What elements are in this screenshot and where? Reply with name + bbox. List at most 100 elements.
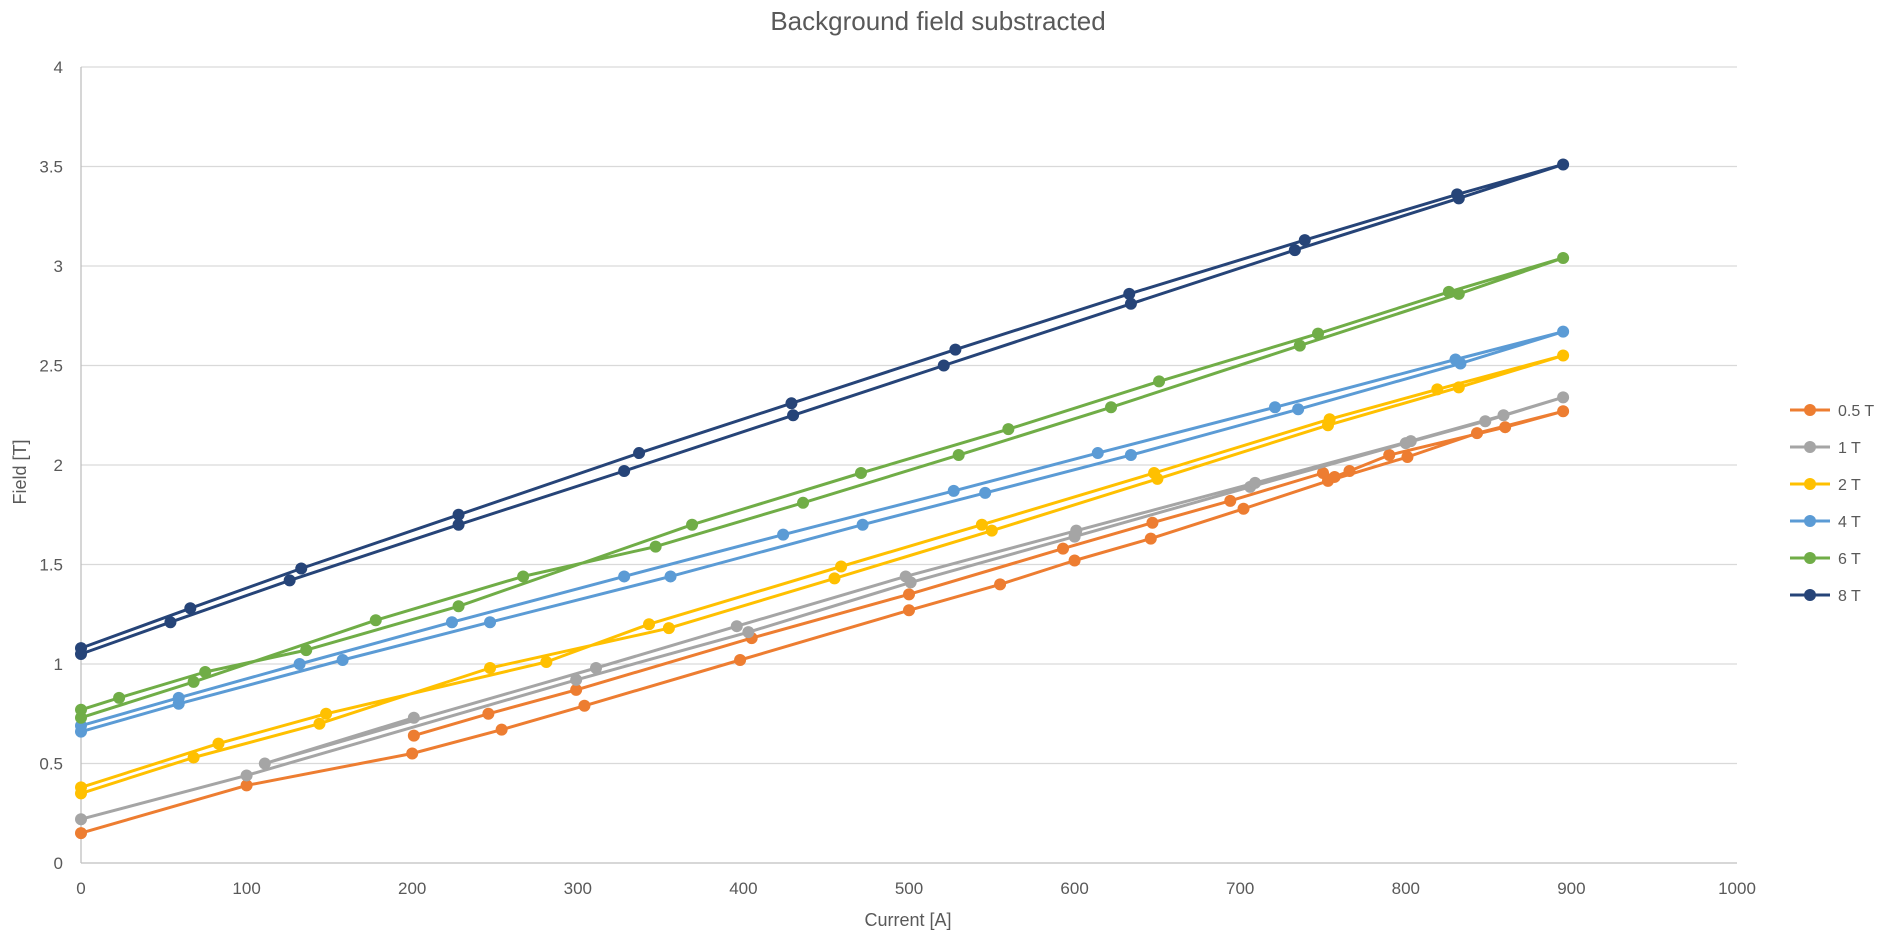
data-point bbox=[452, 508, 465, 521]
y-tick-label: 1 bbox=[54, 655, 63, 674]
x-tick-label: 500 bbox=[895, 879, 923, 898]
data-point bbox=[777, 528, 790, 541]
data-point bbox=[664, 570, 677, 583]
legend-marker bbox=[1804, 478, 1816, 490]
data-point bbox=[854, 466, 867, 479]
data-point bbox=[742, 626, 755, 639]
data-point bbox=[172, 691, 185, 704]
data-point bbox=[495, 723, 508, 736]
x-tick-label: 0 bbox=[76, 879, 85, 898]
series-2-t bbox=[75, 349, 1570, 800]
data-point bbox=[1479, 415, 1492, 428]
data-point bbox=[1497, 409, 1510, 422]
data-point bbox=[75, 813, 87, 826]
data-point bbox=[1002, 423, 1015, 436]
data-point bbox=[1557, 158, 1570, 171]
data-point bbox=[1144, 532, 1157, 545]
data-point bbox=[1288, 244, 1301, 257]
data-point bbox=[1471, 427, 1484, 440]
data-point bbox=[1224, 494, 1237, 507]
data-point bbox=[407, 729, 420, 742]
legend-label: 4 T bbox=[1838, 514, 1861, 531]
legend-label: 2 T bbox=[1838, 477, 1861, 494]
data-point bbox=[1068, 554, 1081, 567]
data-point bbox=[797, 496, 810, 509]
data-point bbox=[199, 665, 212, 678]
data-point bbox=[1091, 447, 1104, 460]
data-point bbox=[578, 699, 591, 712]
data-point bbox=[730, 620, 743, 633]
data-point bbox=[903, 588, 915, 601]
legend-item: 8 T bbox=[1790, 588, 1861, 605]
data-point bbox=[1070, 524, 1083, 537]
data-point bbox=[633, 447, 646, 460]
data-point bbox=[1431, 383, 1444, 396]
data-point bbox=[452, 600, 465, 613]
data-point bbox=[164, 616, 177, 629]
series-layer bbox=[75, 158, 1570, 840]
x-tick-label: 400 bbox=[729, 879, 757, 898]
data-point bbox=[369, 614, 382, 627]
data-point bbox=[1328, 470, 1341, 483]
data-point bbox=[1123, 287, 1136, 300]
data-point bbox=[570, 673, 583, 686]
data-point bbox=[1317, 466, 1329, 479]
chart-title: Background field substracted bbox=[770, 6, 1105, 36]
data-point bbox=[949, 343, 962, 356]
series-0-5-t bbox=[75, 405, 1570, 840]
y-tick-label: 0.5 bbox=[39, 755, 63, 774]
data-point bbox=[1249, 476, 1262, 489]
data-point bbox=[1449, 353, 1462, 366]
data-point bbox=[1292, 403, 1305, 416]
data-point bbox=[407, 711, 420, 724]
data-point bbox=[1557, 391, 1570, 404]
data-point bbox=[1557, 349, 1570, 362]
y-tick-label: 3.5 bbox=[39, 158, 63, 177]
legend-item: 2 T bbox=[1790, 477, 1861, 494]
legend-item: 6 T bbox=[1790, 551, 1861, 568]
y-tick-label: 2 bbox=[54, 456, 63, 475]
legend-item: 1 T bbox=[1790, 440, 1861, 457]
legend-item: 4 T bbox=[1790, 514, 1861, 531]
x-tick-label: 700 bbox=[1226, 879, 1254, 898]
data-point bbox=[1442, 285, 1455, 298]
data-point bbox=[1499, 421, 1512, 434]
data-point bbox=[452, 518, 465, 531]
data-point bbox=[484, 661, 497, 674]
data-point bbox=[75, 703, 87, 716]
data-point bbox=[1557, 252, 1570, 265]
x-tick-label: 100 bbox=[232, 879, 260, 898]
legend-label: 1 T bbox=[1838, 440, 1861, 457]
data-point bbox=[1148, 466, 1161, 479]
data-point bbox=[975, 518, 988, 531]
data-point bbox=[1557, 325, 1570, 338]
data-point bbox=[1312, 327, 1325, 340]
data-point bbox=[590, 661, 603, 674]
data-point bbox=[1124, 449, 1137, 462]
data-point bbox=[787, 409, 800, 422]
data-point bbox=[75, 781, 87, 794]
data-point bbox=[1268, 401, 1281, 414]
series-1-t bbox=[75, 391, 1570, 826]
data-point bbox=[283, 574, 296, 587]
data-point bbox=[828, 572, 841, 585]
data-point bbox=[952, 449, 965, 462]
data-point bbox=[1323, 413, 1336, 426]
data-point bbox=[212, 737, 225, 750]
data-point bbox=[540, 656, 553, 669]
data-point bbox=[734, 654, 747, 667]
legend-marker bbox=[1804, 589, 1816, 601]
x-tick-label: 900 bbox=[1557, 879, 1585, 898]
x-tick-label: 1000 bbox=[1718, 879, 1756, 898]
data-point bbox=[517, 570, 530, 583]
y-tick-label: 2.5 bbox=[39, 357, 63, 376]
data-point bbox=[1452, 287, 1465, 300]
data-point bbox=[1451, 188, 1464, 201]
data-point bbox=[618, 464, 631, 477]
data-point bbox=[406, 747, 419, 760]
data-point bbox=[445, 616, 458, 629]
data-point bbox=[686, 518, 699, 531]
data-point bbox=[649, 540, 662, 553]
data-point bbox=[75, 827, 87, 840]
